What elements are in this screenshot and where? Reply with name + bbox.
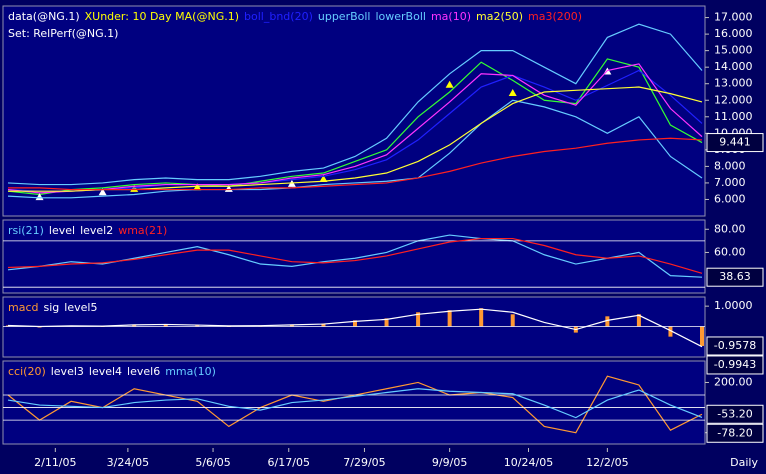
- legend-entry: XUnder: 10 Day MA(@NG.1): [85, 10, 239, 23]
- histogram-bar: [132, 324, 137, 327]
- signal-marker: [445, 80, 454, 88]
- x-tick-label: 9/9/05: [432, 456, 467, 469]
- legend-entry: level4: [89, 365, 122, 378]
- readout-value: -0.9578: [714, 339, 756, 352]
- readout-box: [706, 355, 764, 375]
- subtitle: Set: RelPerf(@NG.1): [8, 27, 118, 40]
- legend-entry: mma(10): [165, 365, 216, 378]
- readout-box: [706, 267, 764, 287]
- y-tick-label: 200.00: [714, 375, 753, 388]
- histogram-bar: [163, 324, 168, 327]
- signal-marker: [98, 188, 107, 196]
- x-tick-label: 6/17/05: [268, 456, 310, 469]
- histogram-bar: [353, 320, 357, 327]
- histogram-bar: [668, 326, 673, 337]
- histogram-bar: [700, 326, 704, 346]
- readout-value: 38.63: [719, 270, 751, 283]
- x-tick-label: 3/24/05: [107, 456, 149, 469]
- histogram-bar: [416, 312, 421, 327]
- legend-entry: data(@NG.1): [8, 10, 80, 23]
- panel: [2, 360, 706, 445]
- histogram-bar: [479, 308, 484, 327]
- legend-entry: macd: [8, 301, 39, 314]
- histogram-bar: [289, 324, 294, 327]
- panel: [2, 296, 706, 358]
- readout-value: -0.9943: [714, 358, 756, 371]
- legend-entry: ma3(200): [528, 10, 582, 23]
- y-tick-label: 8.000: [714, 159, 746, 172]
- y-tick-label: 80.00: [714, 222, 746, 235]
- legend-entry: level5: [64, 301, 97, 314]
- legend-entry: ma(10): [431, 10, 471, 23]
- y-tick-label: 14.000: [714, 60, 753, 73]
- legend-entry: cci(20): [8, 365, 46, 378]
- series-line: [7, 237, 703, 274]
- series-line: [7, 63, 703, 194]
- y-tick-label: 1.0000: [714, 299, 753, 312]
- readout-value: -53.20: [717, 407, 752, 420]
- signal-marker: [319, 174, 328, 182]
- legend-entry: level2: [80, 224, 113, 237]
- y-tick-label: 15.000: [714, 44, 753, 57]
- legend-entry: lowerBoll: [375, 10, 425, 23]
- histogram-bar: [636, 314, 641, 327]
- histogram-bar: [510, 314, 515, 327]
- y-tick-label: 60.00: [714, 245, 746, 258]
- legend-entry: upperBoll: [318, 10, 371, 23]
- readout-box: [706, 404, 764, 424]
- legend-entry: wma(21): [118, 224, 167, 237]
- x-tick-label: 2/11/05: [34, 456, 76, 469]
- signal-marker: [508, 88, 517, 96]
- readout-value: -78.20: [717, 426, 752, 439]
- readout-box: [706, 133, 764, 153]
- y-tick-label: 6.000: [714, 192, 746, 205]
- series-line: [7, 23, 703, 186]
- y-tick-label: 16.000: [714, 27, 753, 40]
- legend-entry: level6: [127, 365, 160, 378]
- y-tick-label: 17.000: [714, 11, 753, 24]
- legend-entry: sig: [44, 301, 60, 314]
- y-tick-label: 12.000: [714, 93, 753, 106]
- legend-entry: boll_bnd(20): [244, 10, 313, 23]
- series-line: [7, 58, 703, 196]
- readout-box: [706, 423, 764, 443]
- legend-entry: level3: [51, 365, 84, 378]
- series-line: [7, 388, 703, 419]
- readout-box: [706, 336, 764, 356]
- series-line: [8, 137, 703, 191]
- readout-value: 9.441: [719, 136, 751, 149]
- x-tick-label: 10/24/05: [504, 456, 553, 469]
- legend-entry: level: [49, 224, 75, 237]
- histogram-bar: [195, 325, 200, 327]
- series-line: [7, 99, 703, 199]
- x-tick-label: 5/6/05: [195, 456, 230, 469]
- x-tick-label: 12/2/05: [586, 456, 628, 469]
- histogram-bar: [447, 310, 452, 327]
- legend-entry: rsi(21): [8, 224, 44, 237]
- x-tick-label: 7/29/05: [343, 456, 385, 469]
- interval-label: Daily: [730, 456, 758, 469]
- histogram-bar: [321, 323, 326, 327]
- legend-entry: ma2(50): [476, 10, 523, 23]
- histogram-bar: [384, 318, 389, 327]
- y-tick-label: 13.000: [714, 77, 753, 90]
- series-line: [7, 69, 703, 192]
- y-tick-label: 11.000: [714, 110, 753, 123]
- histogram-bar: [605, 316, 610, 327]
- y-tick-label: 7.000: [714, 176, 746, 189]
